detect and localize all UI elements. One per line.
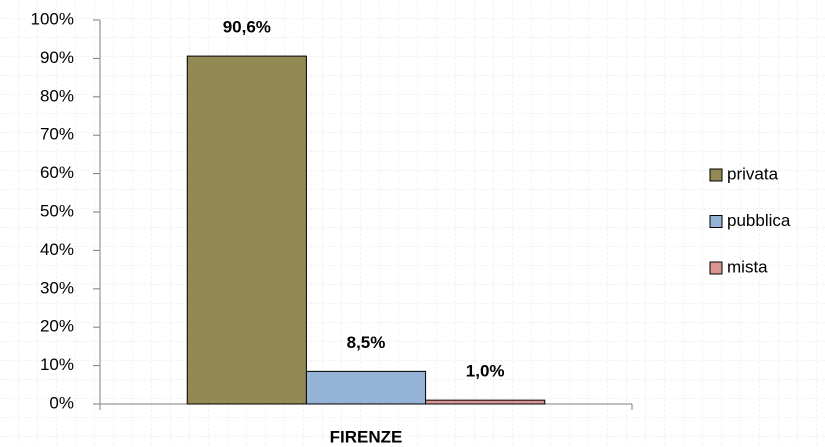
y-tick-label: 100% — [31, 9, 74, 28]
legend-label: pubblica — [727, 211, 791, 230]
x-tick-label: FIRENZE — [330, 427, 403, 446]
data-label: 1,0% — [466, 362, 505, 381]
y-tick-label: 50% — [40, 201, 74, 220]
legend-label: privata — [727, 164, 779, 183]
y-tick-label: 10% — [40, 355, 74, 374]
y-tick-label: 80% — [40, 86, 74, 105]
y-tick-label: 20% — [40, 317, 74, 336]
y-tick-label: 60% — [40, 163, 74, 182]
bar — [305, 370, 427, 405]
legend-marker — [709, 215, 723, 228]
bar — [186, 55, 307, 405]
legend-label: mista — [727, 257, 768, 276]
y-tick-label: 40% — [40, 240, 74, 259]
y-tick-label: 70% — [40, 125, 74, 144]
data-label: 8,5% — [347, 333, 386, 352]
y-tick-label: 90% — [40, 48, 74, 67]
y-tick-label: 0% — [49, 393, 74, 412]
bar — [425, 399, 546, 405]
legend-marker — [709, 168, 723, 182]
y-tick-label: 30% — [40, 278, 74, 297]
legend-marker — [709, 261, 723, 275]
data-label: 90,6% — [223, 18, 271, 37]
